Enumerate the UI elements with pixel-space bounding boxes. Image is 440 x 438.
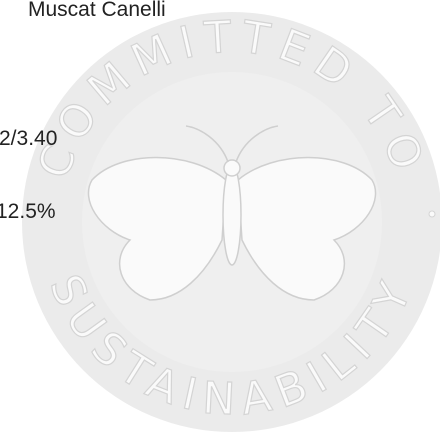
- badge-dot: [429, 211, 435, 217]
- sustainability-badge: COMMITTED TO SUSTAINABILITY: [0, 0, 440, 438]
- product-abv: 12.5%: [0, 200, 56, 224]
- product-name: Muscat Canelli: [28, 0, 166, 22]
- product-ratio: 2/3.40: [0, 127, 57, 151]
- screen: COMMITTED TO SUSTAINABILITY Muscat Canel…: [0, 0, 440, 438]
